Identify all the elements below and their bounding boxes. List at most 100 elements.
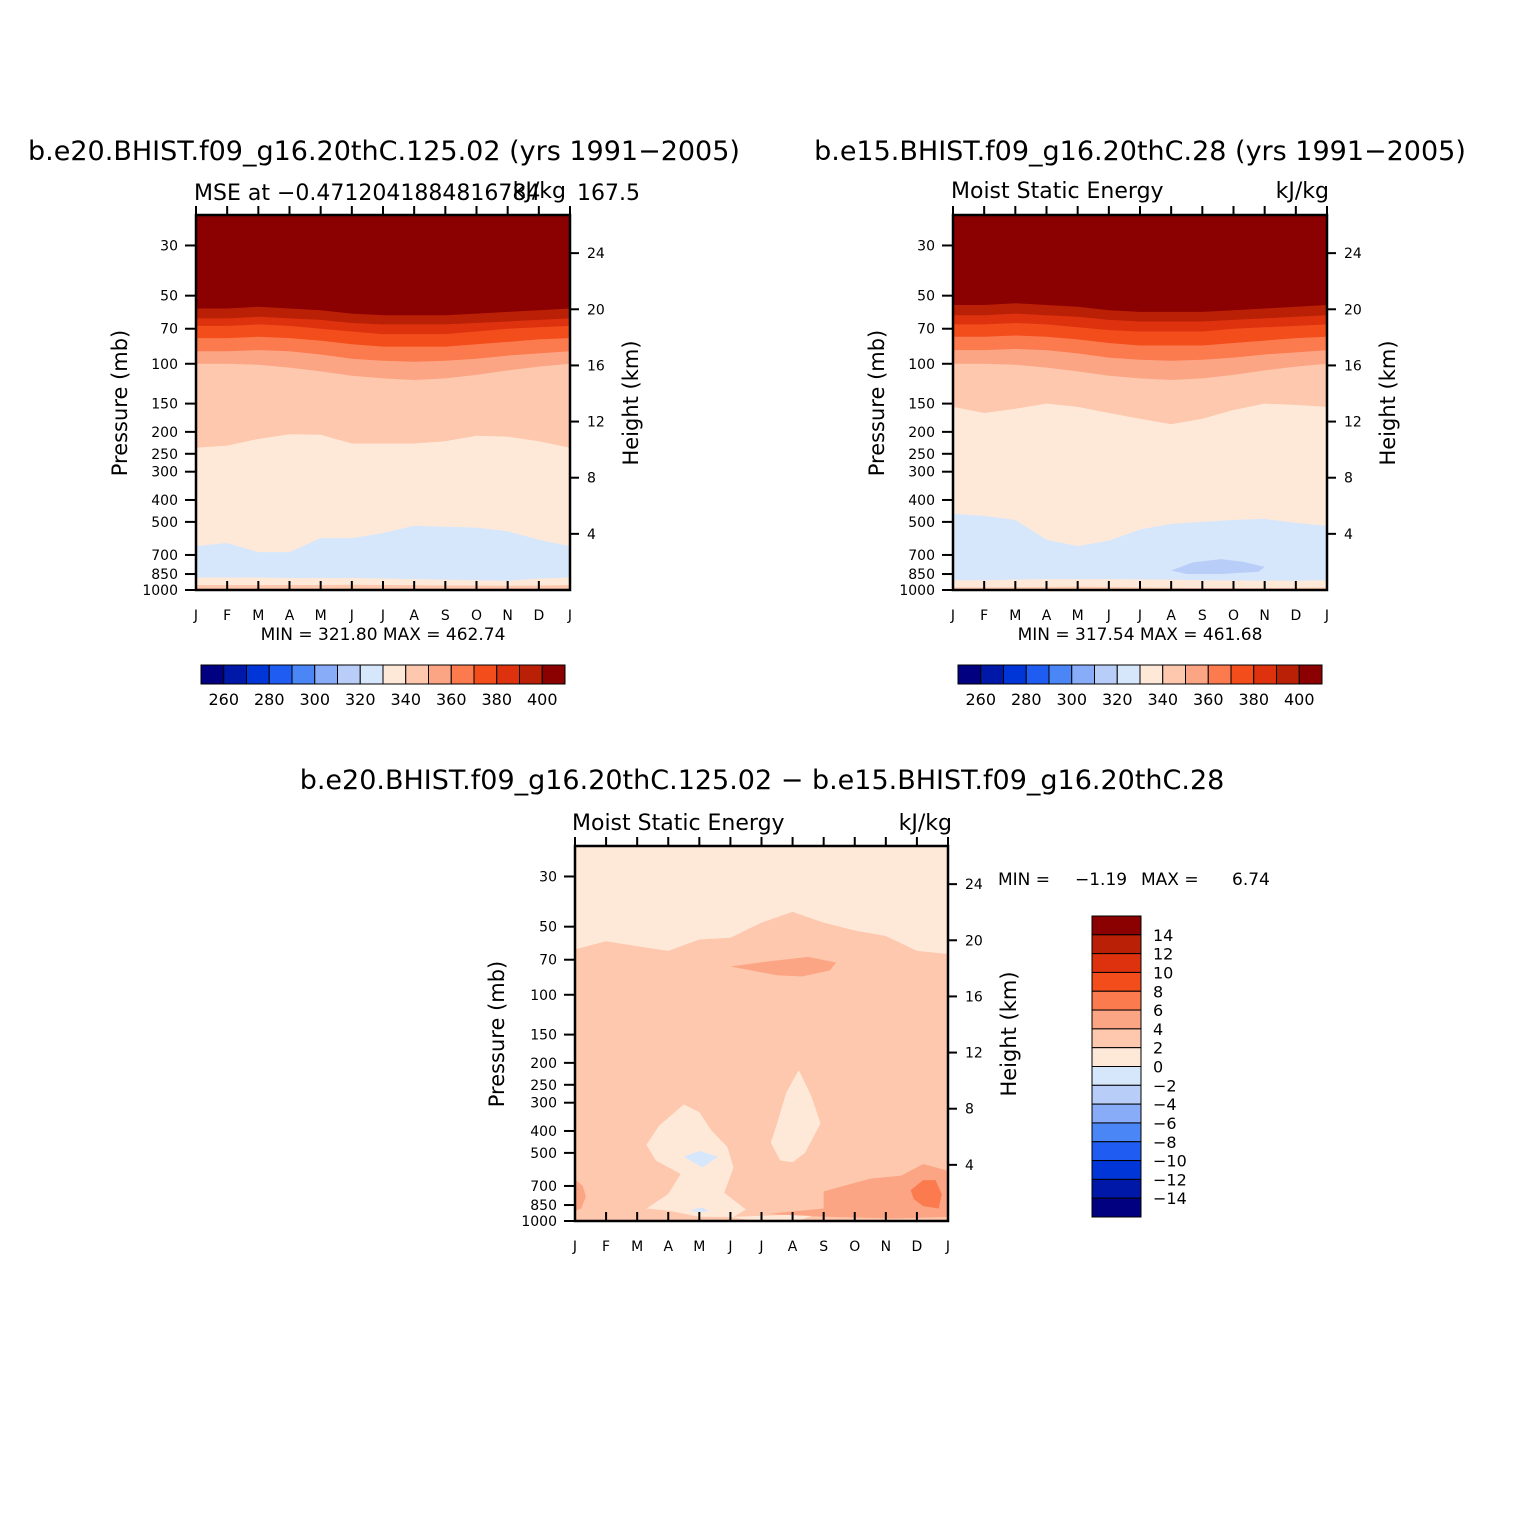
colorbar-box [980,664,1004,685]
y-tick-label: 30 [539,869,557,885]
colorbar-label: 380 [481,690,512,709]
y-tick-label: 700 [530,1179,557,1195]
y-tick-label: 150 [908,397,935,413]
x-tick-label: M [631,1239,643,1255]
colorbar-label: 400 [1284,690,1315,709]
colorbar-box [1094,664,1118,685]
colorbar-label: 10 [1153,963,1173,982]
panel-b-subtitle-right: kJ/kg [1276,179,1329,204]
x-tick-label: A [285,608,295,624]
colorbar-box [1091,1028,1142,1049]
y-tick-label: 100 [151,357,178,373]
contour-region [910,1180,942,1209]
colorbar-box [1091,1009,1142,1030]
x-tick-label: F [980,608,988,624]
contour-region [1171,559,1265,575]
x-tick-label: O [849,1239,860,1255]
y-tick-label: 200 [151,425,178,441]
panel-diff-min-label: MIN = [998,870,1050,890]
y-tick-label: 150 [151,397,178,413]
y-right-tick-label: 4 [587,527,596,543]
panel-a-ylabel-right: Height (km) [619,340,643,465]
colorbar-box [1091,971,1142,992]
colorbar-label: −6 [1153,1114,1177,1133]
contour-region [690,1207,709,1213]
y-right-tick-label: 8 [965,1102,974,1118]
y-tick-label: 400 [151,493,178,509]
y-tick-label: 30 [917,238,935,254]
colorbar-box [541,664,566,685]
y-tick-label: 50 [539,920,557,936]
y-right-tick-label: 16 [965,989,983,1005]
colorbar-box [957,664,982,685]
y-right-tick-label: 16 [1344,358,1362,374]
panel-difference: b.e20.BHIST.f09_g16.20thC.125.02 − b.e15… [300,765,1270,1255]
colorbar-box [1091,1066,1142,1086]
y-right-tick-label: 8 [1344,471,1353,487]
colorbar-box [1091,1160,1142,1180]
x-tick-label: M [1009,608,1021,624]
x-tick-label: N [1259,608,1269,624]
colorbar-box [359,664,384,685]
x-tick-label: F [602,1239,610,1255]
panel-b-subtitle-left: Moist Static Energy [951,179,1164,204]
colorbar-box [1276,664,1300,685]
x-tick-label: J [567,608,572,624]
y-right-tick-label: 16 [587,358,605,374]
panel-b-contour-plot: J F M A M J J A S O N D J 30 50 70 100 150 200 250 300 400 500… [899,206,1362,624]
panel-a-subtitle-extra: 167.5 [577,181,640,206]
x-tick-label: O [471,608,482,624]
panel-diff-ylabel: Pressure (mb) [485,961,509,1108]
y-tick-label: 150 [530,1028,557,1044]
colorbar-box [1139,664,1164,685]
x-tick-label: A [1166,608,1176,624]
y-tick-label: 200 [908,425,935,441]
panel-a-contour-plot: J F M A M J J A S O N D J 30 50 70 100 150 200 250 300 400 500… [142,206,605,624]
x-tick-label: A [788,1239,798,1255]
x-tick-label: M [252,608,264,624]
x-tick-label: D [912,1239,923,1255]
y-tick-label: 100 [530,988,557,1004]
y-tick-label: 250 [908,447,935,463]
colorbar-label: 320 [345,690,376,709]
colorbar-box [1091,990,1142,1011]
colorbar-box [1230,664,1255,685]
y-right-tick-label: 12 [587,415,605,431]
colorbar-box [1091,934,1142,955]
colorbar-box [1207,664,1232,685]
y-tick-label: 300 [530,1096,557,1112]
x-tick-label: A [1042,608,1052,624]
colorbar-box [1185,664,1209,685]
x-tick-label: J [572,1239,577,1255]
x-tick-label: J [945,1239,950,1255]
colorbar-box [382,664,407,685]
y-tick-label: 100 [908,357,935,373]
x-tick-label: S [1198,608,1207,624]
colorbar-box [1025,664,1050,685]
panel-diff-title: b.e20.BHIST.f09_g16.20thC.125.02 − b.e15… [300,765,1225,796]
y-tick-label: 400 [908,493,935,509]
colorbar-label: 300 [1056,690,1087,709]
panel-b-colorbar: 260 280 300 320 340 360 380 400 [957,664,1323,709]
contour-field [953,215,1327,590]
x-tick-label: O [1228,608,1239,624]
x-tick-label: S [819,1239,828,1255]
colorbar-label: −2 [1153,1076,1177,1095]
x-tick-label: M [693,1239,705,1255]
y-tick-label: 1000 [899,583,935,599]
colorbar-label: 340 [390,690,421,709]
panel-b-min-max: MIN = 317.54 MAX = 461.68 [1018,625,1263,645]
y-tick-label: 250 [530,1078,557,1094]
panel-model-b: b.e15.BHIST.f09_g16.20thC.28 (yrs 1991−2… [814,136,1466,709]
y-tick-label: 1000 [142,583,178,599]
y-tick-label: 70 [917,322,935,338]
y-tick-label: 500 [151,515,178,531]
colorbar-box [473,664,498,685]
x-tick-label: J [950,608,955,624]
colorbar-box [1091,1084,1142,1105]
panel-diff-subtitle-left: Moist Static Energy [572,811,785,836]
colorbar-label: 280 [1011,690,1042,709]
colorbar-box [246,664,270,685]
